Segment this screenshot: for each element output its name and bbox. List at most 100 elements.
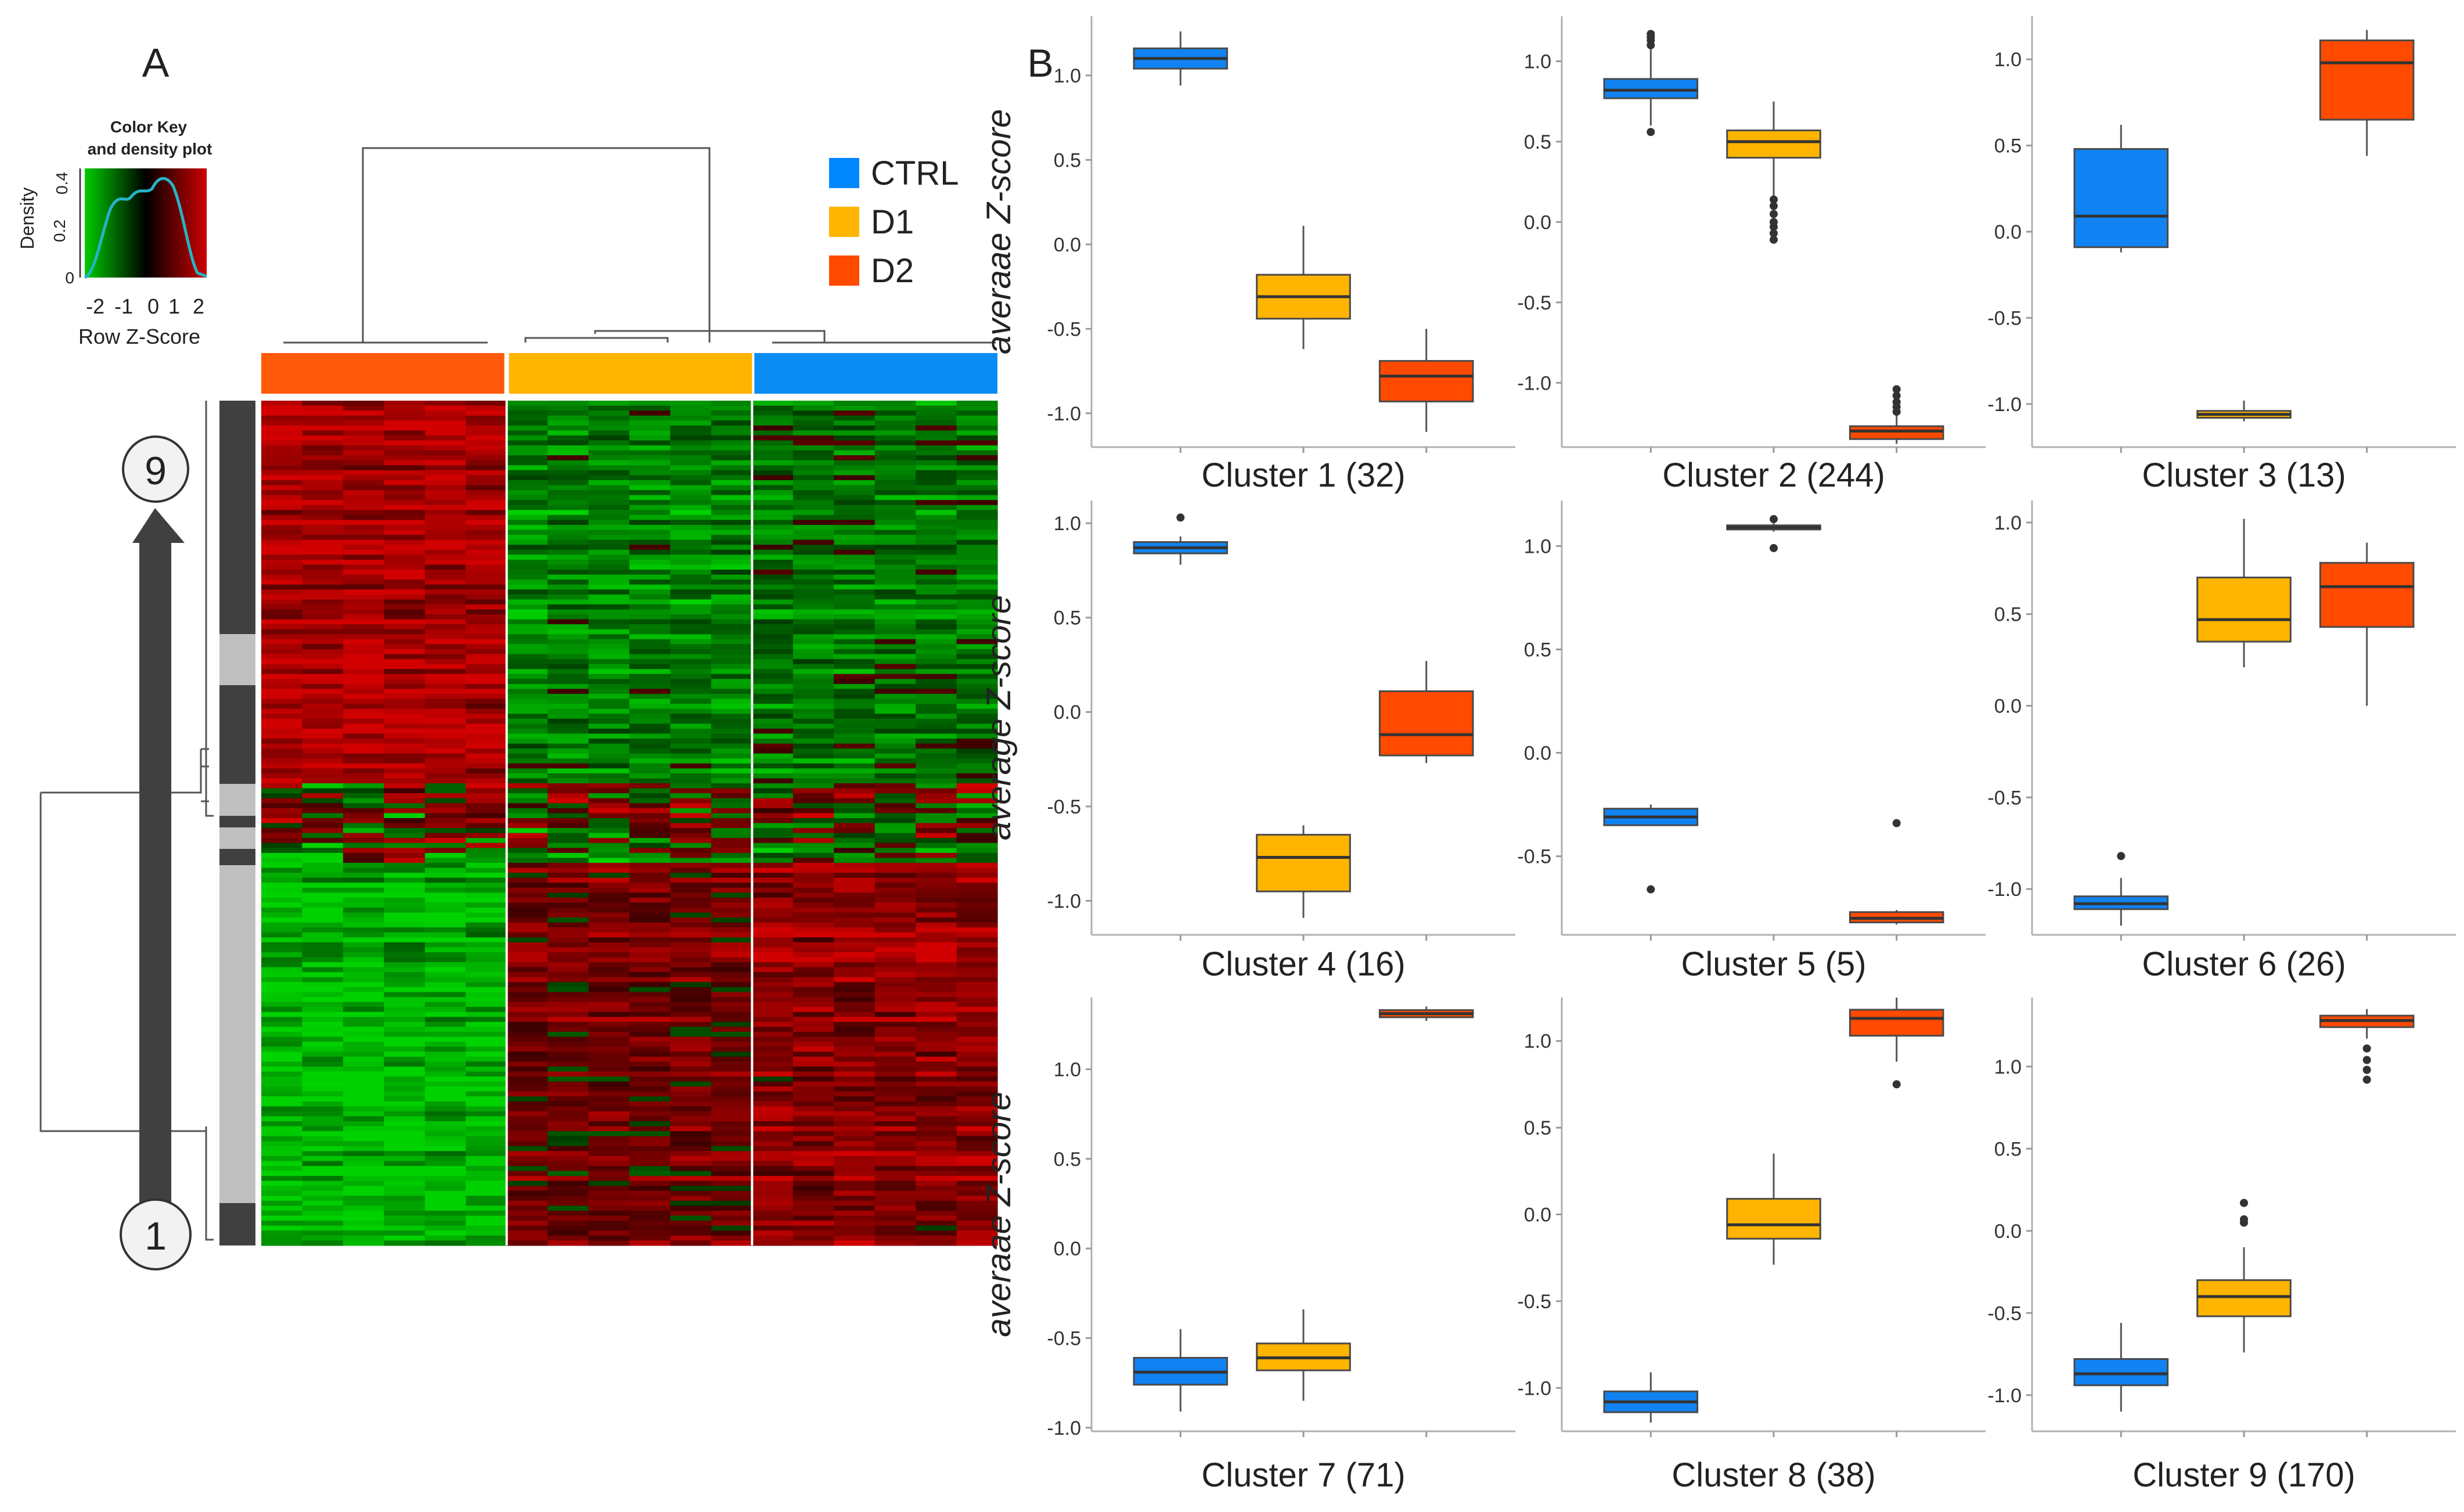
heatmap-cell: [792, 440, 834, 446]
heatmap-cell: [302, 1151, 344, 1157]
heatmap-cell: [956, 704, 998, 710]
heatmap-cell: [711, 1046, 752, 1052]
heatmap-cell: [916, 1215, 957, 1221]
heatmap-cell: [261, 460, 302, 466]
heatmap-cell: [424, 1091, 466, 1097]
heatmap-cell: [384, 570, 426, 575]
heatmap-cell: [588, 535, 630, 541]
heatmap-cell: [874, 883, 916, 888]
heatmap-cell: [261, 480, 302, 486]
heatmap-cell: [302, 405, 344, 411]
heatmap-cell: [752, 654, 794, 660]
heatmap-cell: [916, 1007, 957, 1013]
heatmap-cell: [424, 510, 466, 516]
heatmap-cell: [506, 654, 548, 660]
heatmap-cell: [384, 972, 426, 978]
heatmap-cell: [506, 411, 548, 416]
heatmap-cell: [547, 1011, 589, 1017]
heatmap-cell: [261, 415, 302, 421]
heatmap-cell: [916, 420, 957, 426]
heatmap-cell: [588, 957, 630, 963]
heatmap-cell: [711, 863, 752, 869]
heatmap-cell: [424, 992, 466, 998]
heatmap-cell: [302, 520, 344, 525]
heatmap-cell: [302, 1221, 344, 1226]
heatmap-cell: [874, 1126, 916, 1132]
heatmap-cell: [506, 982, 548, 988]
outlier-point: [2362, 1044, 2371, 1053]
y-tick-label: 0.5: [1994, 1138, 2022, 1160]
heatmap-cell: [792, 634, 834, 640]
heatmap-cell: [956, 1002, 998, 1007]
heatmap-cell: [916, 430, 957, 436]
heatmap-cell: [711, 1225, 752, 1231]
heatmap-cell: [792, 470, 834, 476]
heatmap-cell: [466, 465, 507, 471]
heatmap-cell: [343, 510, 384, 516]
y-tick-label: 0.5: [1524, 639, 1551, 661]
heatmap-cell: [670, 848, 712, 854]
heatmap-cell: [916, 1171, 957, 1176]
heatmap-cell: [302, 505, 344, 510]
heatmap-cell: [711, 535, 752, 541]
heatmap-cell: [956, 699, 998, 704]
heatmap-cell: [629, 539, 671, 545]
heatmap-cell: [834, 604, 876, 610]
heatmap-cell: [956, 520, 998, 525]
heatmap-cell: [424, 445, 466, 451]
heatmap-cell: [711, 1221, 752, 1226]
heatmap-cell: [302, 728, 344, 735]
y-tick-label: 1.0: [1054, 1059, 1081, 1081]
color-key-xtick: -2: [86, 294, 105, 318]
heatmap-cell: [792, 728, 834, 735]
heatmap-cell: [834, 1205, 876, 1211]
heatmap-cell: [874, 1180, 916, 1186]
heatmap-cell: [629, 1086, 671, 1092]
heatmap-cell: [711, 510, 752, 516]
heatmap-cell: [629, 947, 671, 953]
heatmap-cell: [506, 1230, 548, 1236]
heatmap-cell: [629, 877, 671, 883]
heatmap-cell: [792, 564, 834, 570]
heatmap-cell: [547, 599, 589, 605]
heatmap-cell: [792, 683, 834, 690]
heatmap-cell: [588, 594, 630, 600]
heatmap-cell: [874, 1196, 916, 1201]
heatmap-cell: [670, 674, 712, 679]
heatmap-cell: [956, 1121, 998, 1127]
heatmap-cell: [424, 500, 466, 506]
heatmap-cell: [670, 992, 712, 998]
heatmap-cell: [834, 848, 876, 854]
heatmap-cell: [752, 873, 794, 879]
heatmap-cell: [834, 539, 876, 545]
heatmap-cell: [261, 714, 302, 719]
heatmap-cell: [343, 957, 384, 963]
heatmap-cell: [384, 564, 426, 570]
heatmap-cell: [752, 420, 794, 426]
heatmap-cell: [261, 1205, 302, 1211]
heatmap-cell: [711, 852, 752, 859]
heatmap-cell: [466, 683, 507, 690]
heatmap-cell: [792, 535, 834, 541]
heatmap-cell: [874, 594, 916, 600]
heatmap-cell: [261, 669, 302, 675]
heatmap-cell: [874, 1111, 916, 1117]
heatmap-cell: [711, 728, 752, 735]
heatmap-cell: [343, 793, 384, 799]
heatmap-cell: [670, 570, 712, 575]
heatmap-cell: [916, 852, 957, 859]
heatmap-cell: [261, 1141, 302, 1147]
heatmap-cell: [506, 674, 548, 679]
heatmap-cell: [670, 793, 712, 799]
heatmap-cell: [874, 1225, 916, 1231]
heatmap-cell: [792, 1166, 834, 1172]
heatmap-cell: [792, 430, 834, 436]
heatmap-cell: [588, 908, 630, 913]
heatmap-cell: [466, 1056, 507, 1062]
heatmap-cell: [302, 1081, 344, 1087]
heatmap-cell: [547, 1121, 589, 1127]
heatmap-cell: [547, 535, 589, 541]
heatmap-cell: [874, 863, 916, 869]
heatmap-cell: [547, 708, 589, 714]
